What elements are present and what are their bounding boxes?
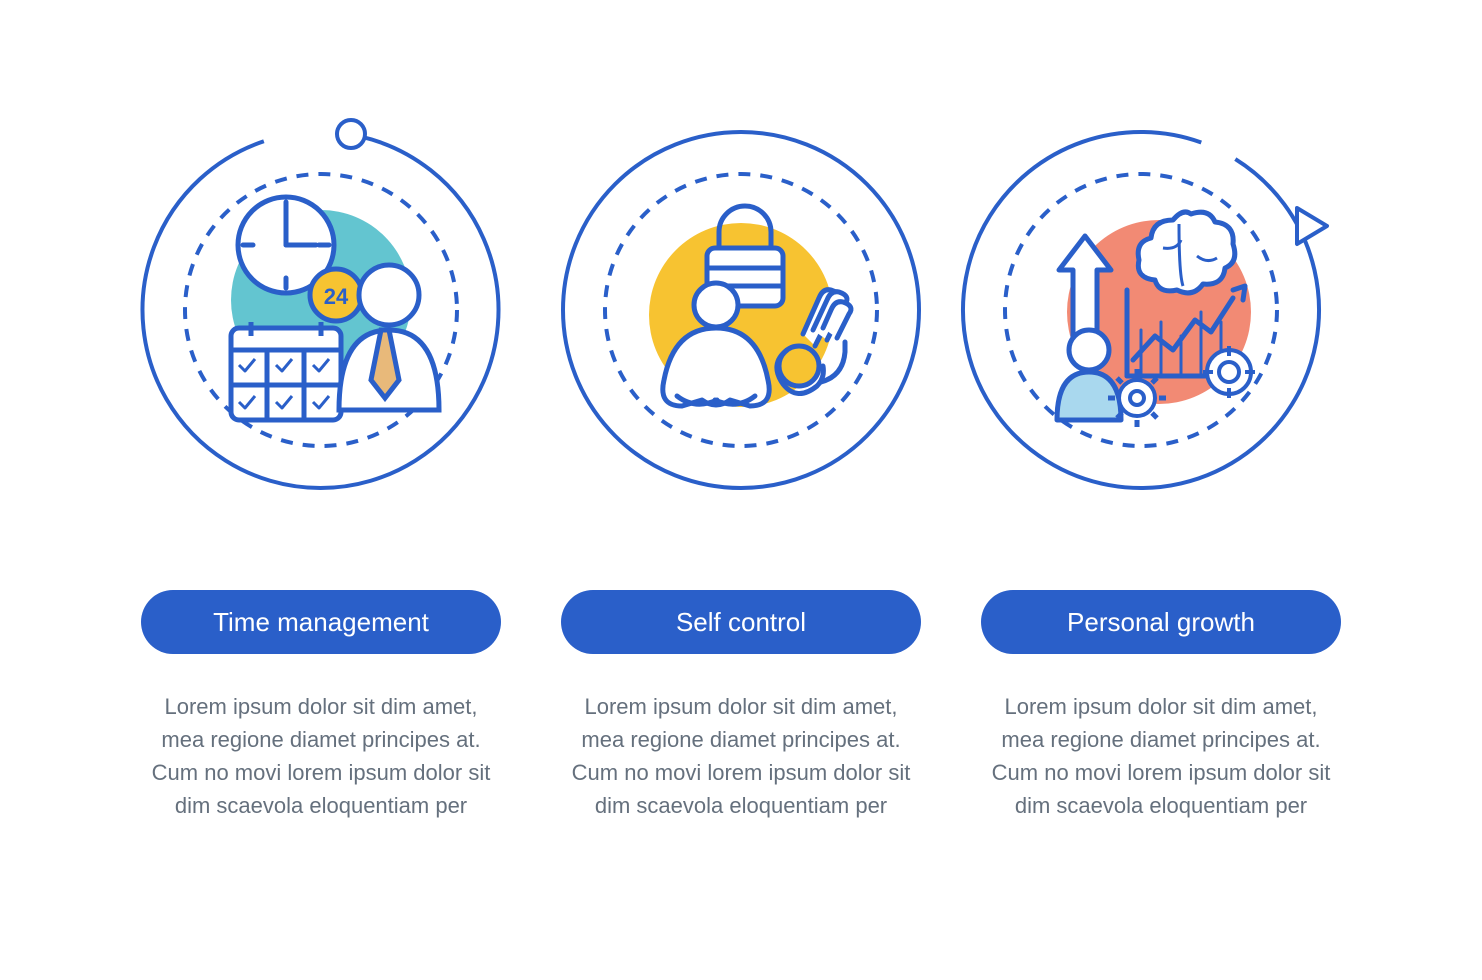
description-self-control: Lorem ipsum dolor sit dim amet, mea regi… (561, 690, 921, 822)
description-personal-growth: Lorem ipsum dolor sit dim amet, mea regi… (981, 690, 1341, 822)
infographic-stage: 24 (0, 0, 1482, 980)
labels-row: Time management Self control Personal gr… (141, 590, 1341, 654)
24-badge-text: 24 (324, 284, 349, 309)
24-badge-icon: 24 (310, 269, 362, 321)
icon-circle-self-control (561, 90, 921, 550)
icon-circle-time-management: 24 (141, 90, 501, 550)
connector-start-marker (337, 120, 365, 148)
label-pill-personal-growth: Personal growth (981, 590, 1341, 654)
calendar-check-icon (231, 322, 341, 420)
label-pill-time-management: Time management (141, 590, 501, 654)
descriptions-row: Lorem ipsum dolor sit dim amet, mea regi… (141, 690, 1341, 822)
connector-end-arrow (1297, 208, 1327, 244)
icon-circle-personal-growth (981, 90, 1341, 550)
description-time-management: Lorem ipsum dolor sit dim amet, mea regi… (141, 690, 501, 822)
label-pill-self-control: Self control (561, 590, 921, 654)
icon-circles-row: 24 (141, 90, 1341, 550)
